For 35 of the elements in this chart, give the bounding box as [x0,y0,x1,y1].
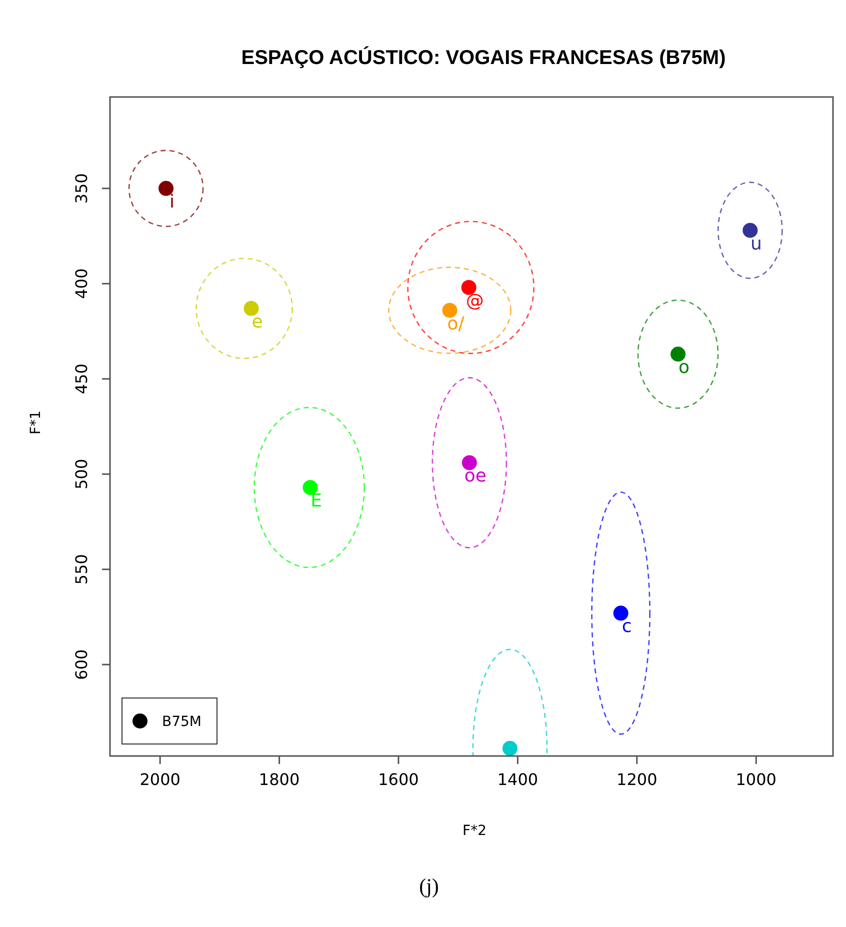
point [502,740,518,756]
data-label: u [750,233,762,254]
x-tick-label: 2000 [140,770,180,789]
x-tick-label: 1200 [616,770,658,789]
data-label: i [170,191,175,212]
point [461,280,476,295]
point [613,606,628,621]
point [742,222,758,238]
y-tick-label: 500 [72,458,91,490]
y-axis-title: F*1 [28,410,44,434]
x-tick-label: 1400 [497,770,538,789]
chart-title: ESPAÇO ACÚSTICO: VOGAIS FRANCESAS (B75M) [241,46,726,69]
y-tick-label: 350 [72,173,91,204]
point [244,300,259,316]
y-tick-label: 450 [72,364,91,394]
point [442,302,458,318]
point [302,480,318,495]
data-label: c [622,616,632,638]
data-label: o/ [447,313,466,334]
point [670,346,686,362]
point [462,455,477,470]
legend: B75M [122,698,218,744]
data-label: oe [464,466,486,487]
y-tick-label: 600 [72,649,91,680]
data-label: E [310,490,322,512]
y-tick-label: 400 [72,268,91,299]
text: (j) [419,874,439,898]
x-tick-label: 1800 [258,770,300,789]
data-label: @ [466,290,484,312]
x-tick-label: 1000 [736,770,776,789]
data-label: o [678,357,690,378]
x-tick-label: 1600 [378,770,419,789]
y-tick-label: 550 [72,554,91,585]
data-label: e [252,311,263,332]
x-axis-title: F*2 [462,823,486,839]
